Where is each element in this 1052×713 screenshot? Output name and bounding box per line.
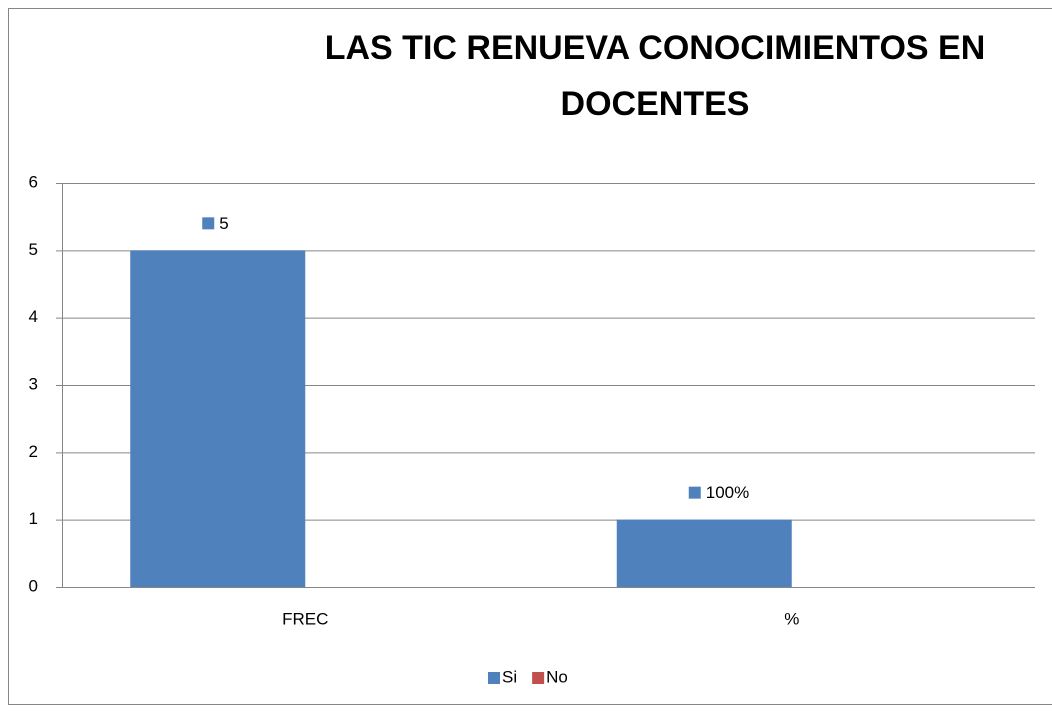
y-tick-label: 3 (29, 374, 38, 393)
bar (616, 519, 792, 587)
legend-swatch (532, 672, 545, 684)
y-tick-label: 1 (29, 509, 38, 528)
y-tick-label: 4 (29, 307, 38, 326)
legend-label: Si (502, 667, 517, 686)
legend-swatch (488, 672, 500, 684)
data-label-key (688, 486, 701, 499)
y-tick-label: 5 (29, 240, 38, 259)
y-tick-label: 2 (29, 442, 38, 461)
legend-label: No (546, 667, 568, 686)
data-label: 5 (219, 214, 228, 233)
chart-title: LAS TIC RENUEVA CONOCIMIENTOS EN (325, 29, 986, 67)
chart-title: DOCENTES (561, 85, 750, 123)
data-label: 100% (706, 483, 749, 502)
y-tick-label: 6 (29, 172, 38, 191)
bar (130, 250, 306, 588)
x-tick-label: FREC (282, 609, 328, 628)
data-label-key (202, 217, 215, 230)
y-tick-label: 0 (29, 576, 38, 595)
x-tick-label: % (784, 609, 799, 628)
